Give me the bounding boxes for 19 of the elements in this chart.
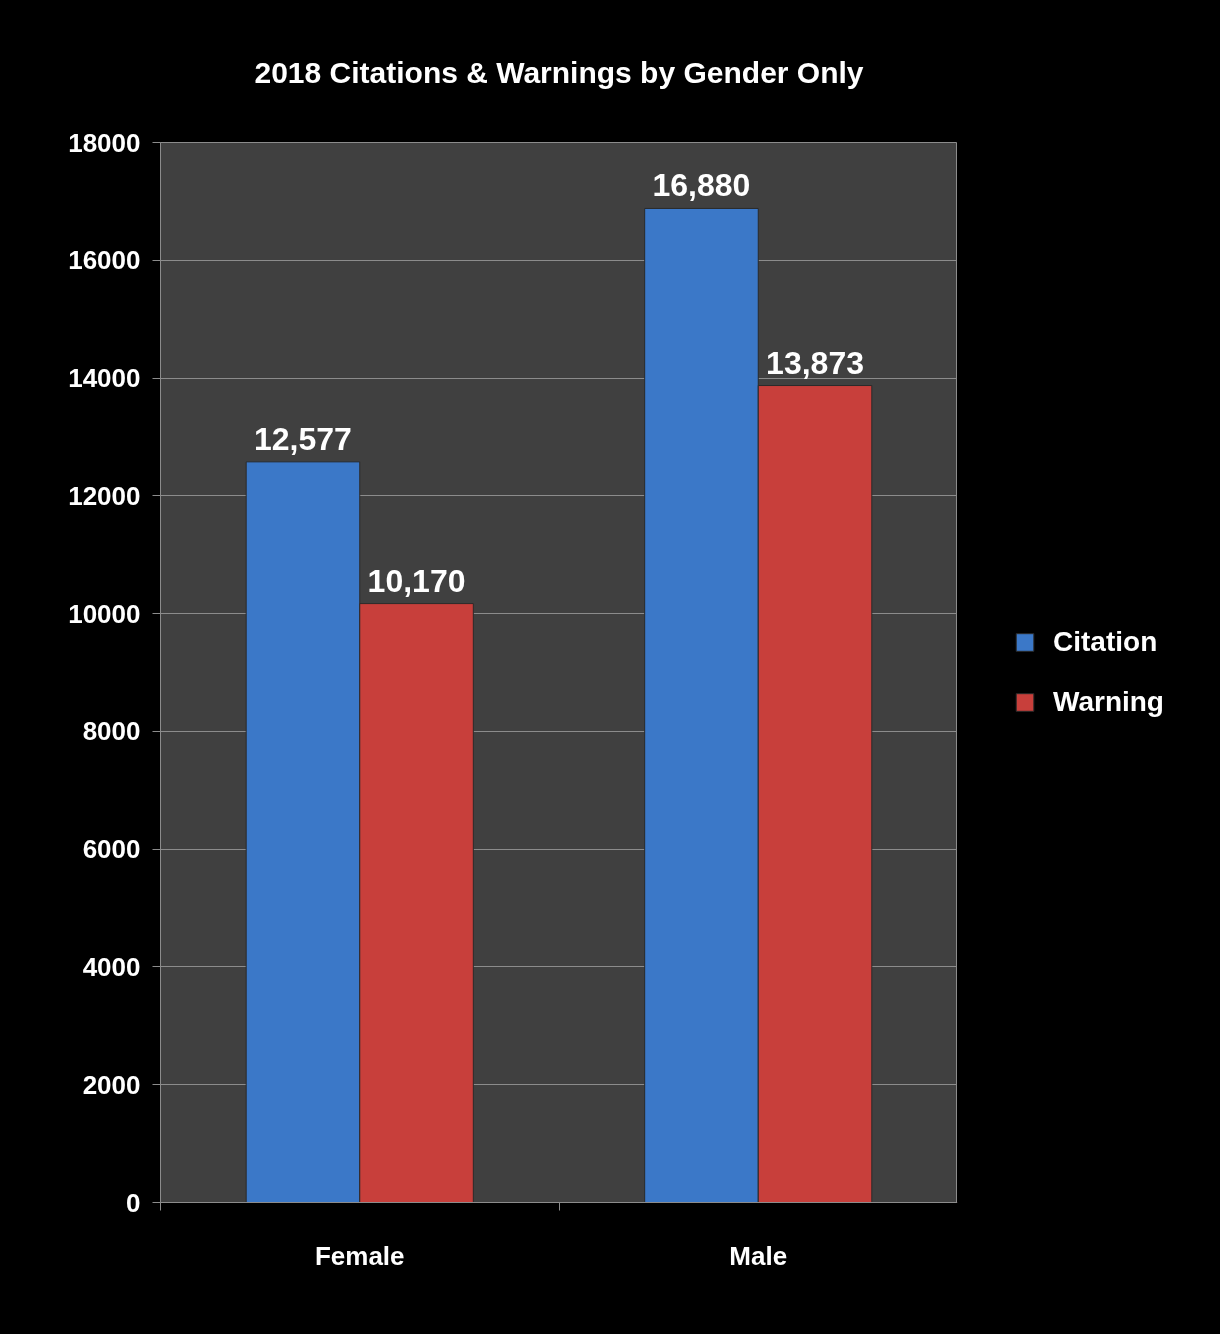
y-tick-label: 4000 [82, 951, 141, 982]
y-tick-label: 8000 [82, 716, 141, 747]
legend-label: Warning [1053, 686, 1164, 718]
x-tick-label: Female [314, 1240, 405, 1271]
y-tick-label: 18000 [68, 127, 141, 158]
y-tick-label: 2000 [82, 1069, 141, 1100]
y-tick-label: 16000 [68, 245, 141, 276]
legend-label: Citation [1053, 626, 1158, 658]
data-label: 16,880 [652, 167, 751, 204]
y-tick-label: 0 [126, 1187, 141, 1218]
chart-title: 2018 Citations & Warnings by Gender Only [254, 56, 864, 89]
data-label: 12,577 [254, 420, 352, 457]
data-label: 10,170 [367, 562, 466, 599]
y-tick-label: 12000 [68, 480, 141, 511]
y-tick-label: 14000 [68, 363, 141, 394]
y-tick-label: 6000 [82, 834, 141, 865]
x-tick-label: Male [729, 1240, 788, 1271]
y-tick-label: 10000 [68, 598, 141, 629]
data-label: 13,873 [766, 344, 864, 381]
